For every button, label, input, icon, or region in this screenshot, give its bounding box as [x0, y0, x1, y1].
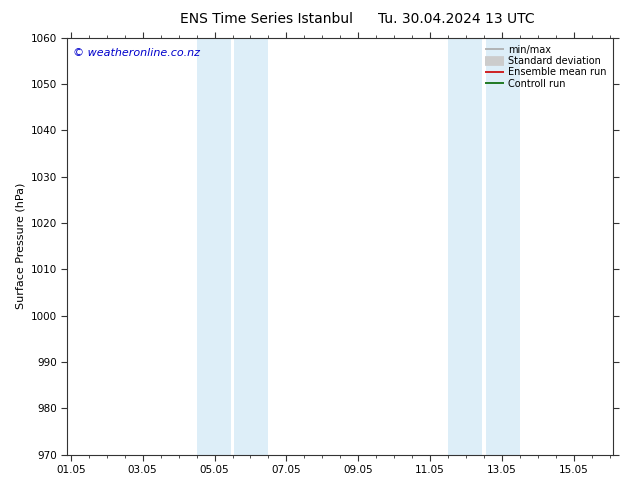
Legend: min/max, Standard deviation, Ensemble mean run, Controll run: min/max, Standard deviation, Ensemble me… [483, 43, 609, 91]
Text: ENS Time Series Istanbul: ENS Time Series Istanbul [180, 12, 353, 26]
Text: Tu. 30.04.2024 13 UTC: Tu. 30.04.2024 13 UTC [378, 12, 535, 26]
Bar [235, 38, 268, 455]
Bar [448, 38, 482, 455]
Bar [197, 38, 231, 455]
Y-axis label: Surface Pressure (hPa): Surface Pressure (hPa) [15, 183, 25, 309]
Bar [486, 38, 520, 455]
Text: © weatheronline.co.nz: © weatheronline.co.nz [73, 48, 200, 58]
